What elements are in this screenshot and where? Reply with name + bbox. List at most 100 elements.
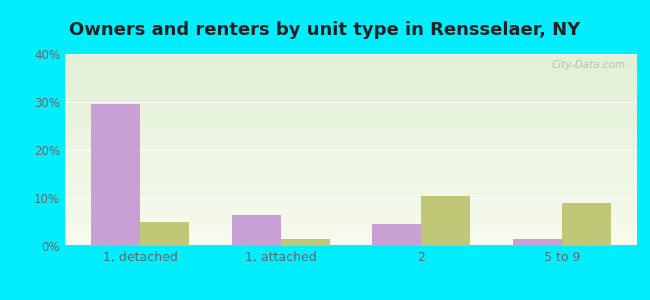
Bar — [65, 92, 637, 93]
Bar — [65, 204, 637, 205]
Bar — [65, 189, 637, 190]
Bar — [65, 237, 637, 238]
Bar — [372, 224, 421, 246]
Bar — [65, 184, 637, 185]
Bar — [65, 84, 637, 85]
Bar — [65, 102, 637, 103]
Bar — [65, 198, 637, 199]
Bar — [65, 88, 637, 89]
Bar — [65, 213, 637, 214]
Bar — [65, 81, 637, 82]
Bar — [65, 192, 637, 193]
Bar — [65, 77, 637, 78]
Bar — [91, 104, 140, 246]
Bar — [65, 153, 637, 154]
Bar — [65, 104, 637, 105]
Bar — [65, 56, 637, 57]
Bar — [65, 232, 637, 233]
Bar — [65, 93, 637, 94]
Bar — [65, 158, 637, 159]
Bar — [65, 164, 637, 165]
Bar — [65, 235, 637, 236]
Bar — [65, 194, 637, 195]
Bar — [65, 58, 637, 59]
Bar — [65, 149, 637, 150]
Bar — [65, 89, 637, 91]
Bar — [65, 179, 637, 180]
Bar — [65, 109, 637, 110]
Bar — [65, 147, 637, 148]
Bar — [65, 197, 637, 198]
Bar — [65, 67, 637, 68]
Bar — [65, 220, 637, 221]
Bar — [65, 215, 637, 216]
Bar — [65, 236, 637, 237]
Bar — [65, 134, 637, 135]
Bar — [65, 116, 637, 117]
Bar — [65, 225, 637, 226]
Bar — [562, 203, 611, 246]
Bar — [65, 190, 637, 191]
Bar — [65, 176, 637, 177]
Bar — [65, 208, 637, 209]
Bar — [65, 86, 637, 87]
Bar — [65, 206, 637, 207]
Bar — [65, 187, 637, 188]
Bar — [65, 94, 637, 95]
Bar — [65, 62, 637, 63]
Bar — [65, 165, 637, 166]
Bar — [65, 178, 637, 179]
Bar — [65, 193, 637, 194]
Bar — [65, 129, 637, 130]
Bar — [65, 124, 637, 125]
Bar — [65, 157, 637, 158]
Bar — [65, 123, 637, 124]
Bar — [65, 181, 637, 182]
Bar — [65, 229, 637, 230]
Bar — [65, 160, 637, 161]
Bar — [65, 228, 637, 229]
Bar — [65, 83, 637, 84]
Bar — [65, 130, 637, 131]
Bar — [65, 68, 637, 69]
Bar — [65, 85, 637, 86]
Text: Owners and renters by unit type in Rensselaer, NY: Owners and renters by unit type in Renss… — [70, 21, 580, 39]
Bar — [65, 218, 637, 219]
Bar — [65, 78, 637, 79]
Bar — [65, 119, 637, 120]
Bar — [65, 118, 637, 119]
Bar — [65, 91, 637, 92]
Legend: Owner occupied units, Renter occupied units: Owner occupied units, Renter occupied un… — [181, 297, 521, 300]
Bar — [65, 76, 637, 77]
Bar — [65, 227, 637, 228]
Bar — [65, 170, 637, 171]
Bar — [65, 212, 637, 213]
Bar — [65, 241, 637, 242]
Bar — [65, 185, 637, 187]
Bar — [65, 171, 637, 172]
Bar — [65, 244, 637, 245]
Bar — [65, 154, 637, 155]
Bar — [65, 103, 637, 104]
Bar — [65, 242, 637, 243]
Bar — [65, 111, 637, 112]
Bar — [65, 168, 637, 169]
Bar — [65, 126, 637, 127]
Bar — [65, 115, 637, 116]
Bar — [65, 217, 637, 218]
Bar — [65, 131, 637, 132]
Bar — [65, 100, 637, 101]
Bar — [65, 122, 637, 123]
Bar — [65, 140, 637, 141]
Bar — [65, 113, 637, 115]
Bar — [65, 72, 637, 73]
Bar — [65, 63, 637, 64]
Bar — [65, 160, 637, 161]
Bar — [65, 87, 637, 88]
Bar — [65, 221, 637, 222]
Bar — [65, 112, 637, 113]
Bar — [65, 243, 637, 244]
Bar — [65, 156, 637, 157]
Bar — [65, 97, 637, 98]
Bar — [65, 214, 637, 215]
